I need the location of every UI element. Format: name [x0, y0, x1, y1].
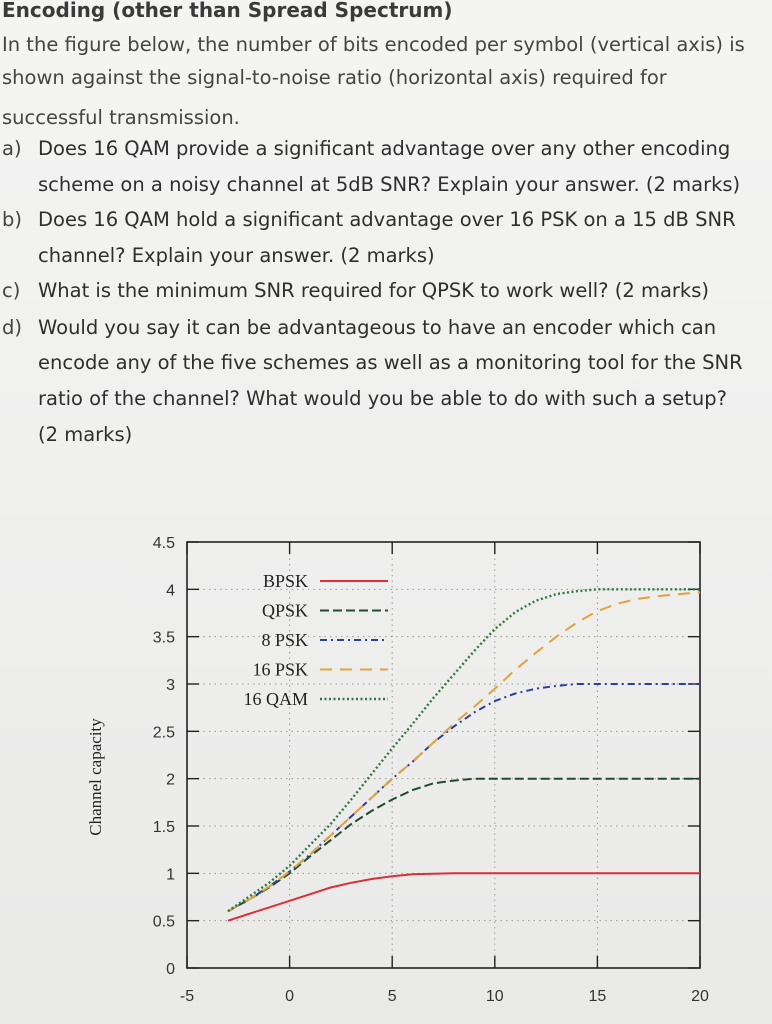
- series-line-16-psk: [227, 591, 701, 913]
- legend-label: QPSK: [262, 601, 308, 621]
- x-tick-label: 0: [285, 988, 294, 1005]
- series-line-qpsk: [227, 777, 700, 913]
- y-tick-label: 3: [166, 677, 175, 694]
- question-b-line-2: channel? Explain your answer. (2 marks): [38, 244, 435, 267]
- y-tick-label: 2: [166, 772, 175, 789]
- chart-series: [227, 588, 701, 922]
- y-tick-label: 4.5: [153, 535, 175, 552]
- question-a-line-1: Does 16 QAM provide a significant advant…: [38, 137, 731, 160]
- question-a-line-2: scheme on a noisy channel at 5dB SNR? Ex…: [38, 173, 741, 196]
- plot-frame: [186, 541, 701, 969]
- y-tick-label: 1: [166, 866, 175, 883]
- legend-label: 16 PSK: [252, 660, 308, 680]
- y-tick-label: 2.5: [153, 724, 175, 741]
- legend-label: 8 PSK: [261, 630, 308, 650]
- y-tick-label: 3.5: [153, 630, 175, 647]
- question-c-line-1: What is the minimum SNR required for QPS…: [38, 279, 709, 302]
- legend-label: BPSK: [263, 571, 308, 591]
- intro-line-2: shown against the signal-to-noise ratio …: [2, 66, 667, 89]
- x-tick-label: 20: [691, 988, 709, 1005]
- chart-ticks: 0 0.5 1 1.5 2 2.5 3 3.5 4 4.5 -5 0 5 10 15 20: [153, 535, 709, 1005]
- question-c-marker: c): [2, 279, 21, 302]
- series-line-16-qam: [227, 588, 700, 913]
- x-tick-label: 5: [388, 988, 397, 1005]
- x-tick-label: 15: [589, 988, 607, 1005]
- series-line-8-psk: [227, 683, 700, 913]
- intro-line-1: In the figure below, the number of bits …: [2, 33, 745, 56]
- intro-line-3: successful transmission.: [2, 106, 240, 129]
- question-d-line-1: Would you say it can be advantageous to …: [38, 316, 717, 339]
- y-tick-label: 0.5: [153, 914, 175, 931]
- chart-legend: BPSK QPSK 8 PSK 16 PSK 16 QAM: [243, 571, 388, 709]
- x-tick-label: -5: [180, 988, 194, 1005]
- channel-capacity-chart: 0 0.5 1 1.5 2 2.5 3 3.5 4 4.5 -5 0 5 10 15 20 BPSK QPSK 8…: [0, 520, 772, 1020]
- section-heading: Encoding (other than Spread Spectrum): [2, 0, 453, 22]
- series-line-bpsk: [227, 872, 700, 922]
- legend-label: 16 QAM: [243, 689, 308, 709]
- question-d-marker: d): [2, 316, 22, 339]
- question-b-marker: b): [2, 208, 22, 231]
- question-a-marker: a): [2, 137, 22, 160]
- y-tick-label: 0: [166, 961, 175, 978]
- y-tick-label: 1.5: [153, 819, 175, 836]
- question-b-line-1: Does 16 QAM hold a significant advantage…: [38, 208, 736, 231]
- chart-svg: 0 0.5 1 1.5 2 2.5 3 3.5 4 4.5 -5 0 5 10 15 20 BPSK QPSK 8…: [86, 535, 709, 1005]
- question-d-line-4: (2 marks): [38, 423, 133, 446]
- x-tick-label: 10: [486, 988, 504, 1005]
- question-d-line-3: ratio of the channel? What would you be …: [38, 387, 727, 410]
- question-d-line-2: encode any of the five schemes as well a…: [38, 351, 743, 374]
- y-tick-label: 4: [166, 582, 175, 599]
- y-axis-label: Channel capacity: [86, 718, 105, 836]
